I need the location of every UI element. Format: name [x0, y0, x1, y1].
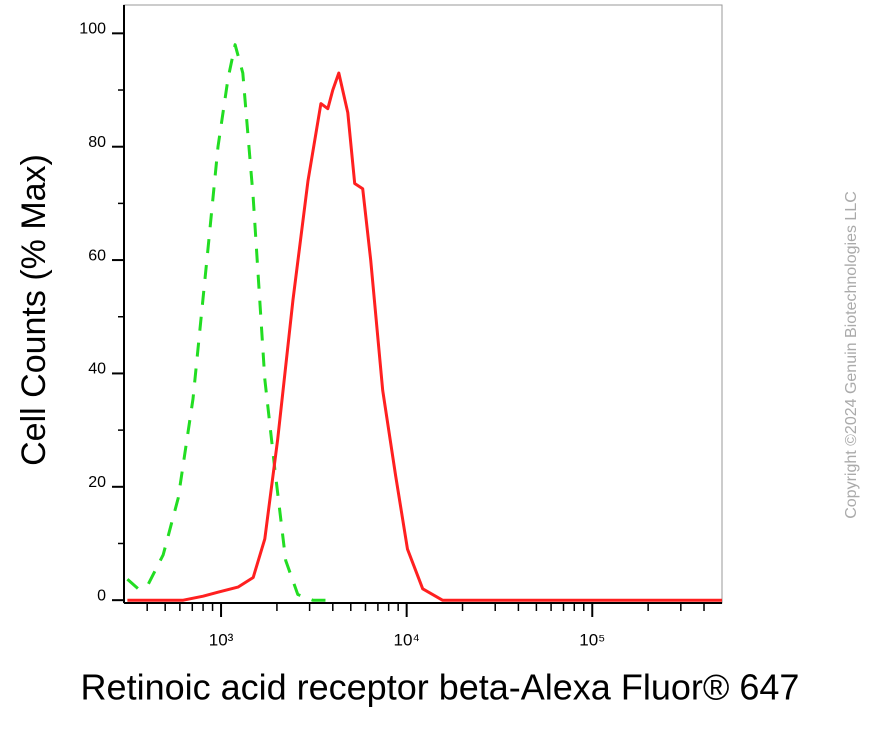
y-tick-label: 40 [88, 361, 106, 378]
histogram-line [127, 71, 722, 602]
y-tick-label: 100 [79, 21, 106, 38]
x-tick-label: 10³ [209, 630, 234, 649]
y-tick-label: 0 [97, 587, 106, 604]
y-tick-label: 20 [88, 474, 106, 491]
y-axis-label: Cell Counts (% Max) [15, 154, 53, 466]
x-tick-label: 10⁴ [394, 630, 420, 649]
plot-frame [123, 4, 723, 604]
y-tick-label: 80 [88, 134, 106, 151]
y-tick-label: 60 [88, 247, 106, 264]
x-axis-label: Retinoic acid receptor beta-Alexa Fluor®… [81, 667, 800, 708]
watermark: Copyright ©2024 Genuin Biotechnologies L… [843, 191, 860, 519]
histogram-line [126, 43, 333, 602]
x-tick-label: 10⁵ [579, 630, 605, 649]
